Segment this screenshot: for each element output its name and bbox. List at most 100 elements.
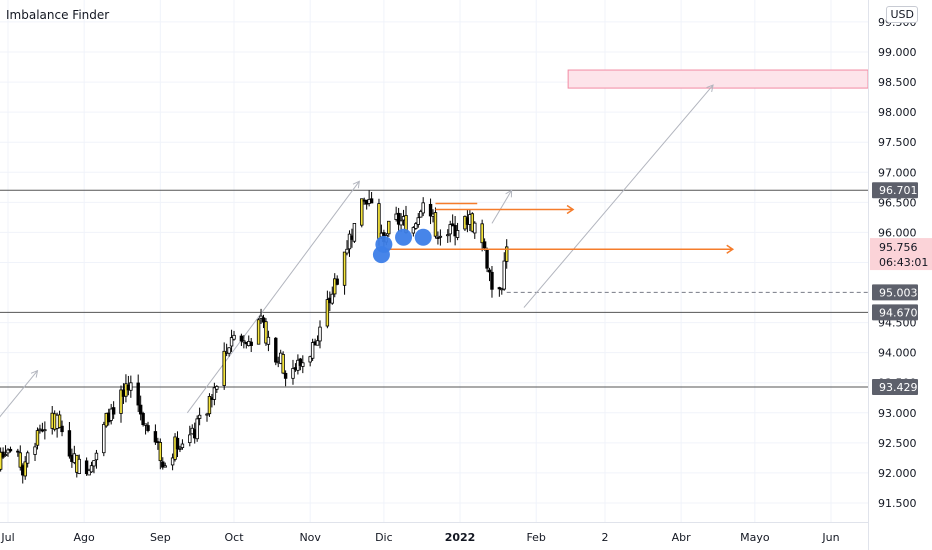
trend-line [186,180,360,414]
candle-body [298,358,303,366]
candle-body [505,246,509,262]
candle-body [60,425,64,433]
time-tick-label: Jul [0,531,14,544]
trend-line [523,84,714,308]
time-tick-label: Nov [299,531,321,544]
candle-body [84,460,89,475]
candle-body [138,404,143,415]
candle-body [283,372,288,379]
candle-body [274,337,278,363]
candle-body [141,412,145,426]
candle-body [232,334,236,340]
candle-body [57,414,62,428]
candle-body [18,452,22,468]
candle-body [212,387,217,400]
candle-body [473,222,477,234]
candle-body [414,223,418,229]
time-tick-label: Dic [375,531,393,544]
candle-body [87,469,91,476]
candle-body [136,382,140,406]
candle-body [180,443,185,448]
candle-body [325,299,330,327]
candle-body [158,442,163,462]
candle-body [470,213,475,232]
marker-dot [375,235,393,253]
dashed-level-label-bg [872,284,918,301]
candle-body [89,465,94,473]
price-axis-labels: 96.701 94.670 93.429 95.003 95.756 06:43:01 [870,182,932,396]
candle-body [261,317,266,323]
candle-body [195,418,199,440]
candle-body [175,437,180,450]
price-tick-label: 99.000 [878,46,917,59]
currency-badge[interactable]: USD [886,6,918,23]
candle-body [67,430,72,457]
candle-body [345,248,349,254]
target-zone-rect [567,69,869,89]
trend-line [491,190,513,224]
candle-body [8,448,13,452]
price-tick-label: 98.500 [878,76,917,89]
candle-body [315,340,320,346]
candle-body [111,407,116,415]
candle-body [352,223,357,242]
candle-body [399,220,403,226]
time-axis[interactable]: Jul Ago Sep Oct Nov Dic 2022 Feb 2 Abr Mayo Jun [0,531,839,544]
candle-body [502,260,506,290]
candle-body [428,203,433,217]
time-tick-label: Jun [821,531,839,544]
candle-body [330,293,334,304]
marker-dot [395,228,413,246]
price-tick-label: 97.500 [878,136,917,149]
price-tick-label: 98.000 [878,106,917,119]
candle-body [188,434,192,444]
candle-body [109,408,113,421]
candle-body [264,321,268,344]
price-tick-label: 94.000 [878,347,917,360]
level-label-bg [872,304,918,321]
candle-body [25,452,30,464]
candle-body [387,220,391,235]
candle-body [301,362,305,367]
price-tick-label: 92.500 [878,437,917,450]
candle-body [146,425,150,431]
candle-body [119,389,123,414]
price-tick-label: 96.500 [878,196,917,209]
candle-body [259,315,263,319]
candle-body [16,450,20,453]
candle-body [170,457,175,466]
time-tick-label: Feb [526,531,545,544]
trend-arrowhead [30,369,39,378]
candle-body [163,465,167,468]
current-price-bg [870,238,932,271]
candle-body [33,446,37,455]
candle-body [239,335,244,342]
candle-body [35,430,40,446]
candle-body [92,460,96,467]
indicator-title[interactable]: Imbalance Finder [6,8,110,22]
level-label-bg [872,379,918,396]
candle-body [281,354,285,374]
price-tick-label: 93.000 [878,407,917,420]
target-zone [567,69,869,89]
candle-body [318,326,322,342]
marker-dot [414,228,432,246]
candle-body [249,341,253,346]
price-tick-label: 91.500 [878,497,917,510]
time-tick-label: 2022 [445,531,476,544]
candle-body [77,458,81,474]
candle-body [291,368,295,379]
level-label-bg [872,182,918,199]
dashed-level-label: 95.003 [879,286,918,299]
candle-body [178,448,182,450]
candle-body [256,319,261,345]
candle-body [6,449,10,454]
candle-body [342,251,347,286]
price-tick-label: 97.000 [878,166,917,179]
time-tick-label: 2 [601,531,608,544]
candle-body [43,429,47,432]
countdown-label: 06:43:01 [879,256,928,269]
candle-body [143,423,148,426]
